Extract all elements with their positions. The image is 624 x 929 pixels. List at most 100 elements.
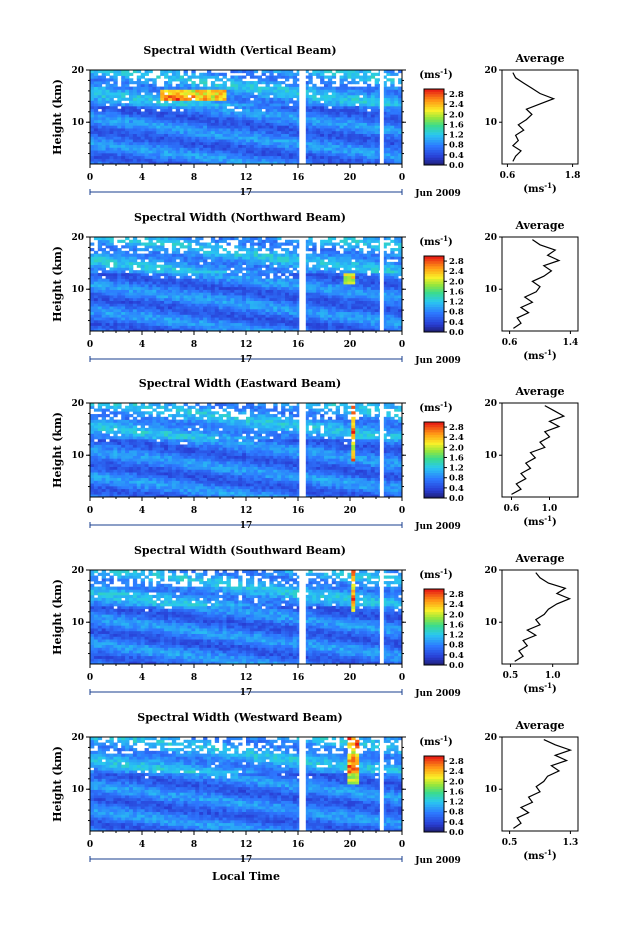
average-x-tick-label: 0.5 bbox=[503, 671, 519, 681]
colorbar-unit: (ms-1) bbox=[419, 567, 452, 581]
y-axis-label: Height (km) bbox=[51, 746, 64, 822]
panel-title: Spectral Width (Northward Beam) bbox=[134, 211, 346, 224]
average-profile-line bbox=[513, 739, 573, 829]
data-gap-2 bbox=[379, 568, 384, 664]
x-tick-label: 0 bbox=[399, 173, 405, 183]
average-title: Average bbox=[514, 719, 564, 732]
x-tick-label: 12 bbox=[240, 673, 253, 683]
average-profile-line bbox=[513, 239, 561, 329]
data-gap-2 bbox=[379, 68, 384, 164]
x-tick-label: 4 bbox=[139, 506, 145, 516]
colorbar-tick-label: 2.8 bbox=[449, 757, 464, 767]
y-tick-label: 20 bbox=[71, 66, 84, 76]
x-tick-label: 16 bbox=[292, 506, 305, 516]
x-tick-label: 0 bbox=[87, 840, 93, 850]
average-profile-line bbox=[511, 405, 566, 495]
colorbar-tick-label: 0.4 bbox=[449, 318, 464, 328]
colorbar-tick-label: 0.8 bbox=[449, 641, 464, 651]
average-y-tick-label: 20 bbox=[484, 233, 497, 243]
panel-title: Spectral Width (Westward Beam) bbox=[137, 711, 342, 724]
x-tick-label: 8 bbox=[191, 673, 197, 683]
colorbar-tick-label: 0.0 bbox=[449, 161, 464, 171]
average-y-tick-label: 10 bbox=[484, 118, 497, 128]
x-tick-label: 0 bbox=[399, 340, 405, 350]
average-x-tick-label: 0.6 bbox=[502, 338, 518, 348]
x-tick-label: 8 bbox=[191, 506, 197, 516]
date-label: Jun 2009 bbox=[414, 189, 461, 199]
x-tick-label: 4 bbox=[139, 673, 145, 683]
x-tick-label: 0 bbox=[399, 506, 405, 516]
colorbar-tick-label: 2.8 bbox=[449, 257, 464, 267]
average-title: Average bbox=[514, 385, 564, 398]
x-tick-label: 8 bbox=[191, 340, 197, 350]
data-gap-1 bbox=[299, 401, 306, 497]
colorbar-tick-label: 2.0 bbox=[449, 777, 464, 787]
x-tick-label: 20 bbox=[344, 173, 357, 183]
y-axis-label: Height (km) bbox=[51, 412, 64, 488]
average-profile-line bbox=[511, 72, 556, 162]
average-y-tick-label: 10 bbox=[484, 618, 497, 628]
colorbar-tick-label: 1.2 bbox=[449, 631, 464, 641]
average-y-tick-label: 20 bbox=[484, 733, 497, 743]
y-tick-label: 10 bbox=[71, 118, 84, 128]
average-frame bbox=[501, 402, 579, 498]
colorbar-tick-label: 2.0 bbox=[449, 610, 464, 620]
x-tick-label: 4 bbox=[139, 840, 145, 850]
x-tick-label: 0 bbox=[87, 173, 93, 183]
heatmap-cells bbox=[90, 570, 403, 665]
average-x-tick-label: 1.0 bbox=[545, 671, 561, 681]
x-tick-label: 12 bbox=[240, 840, 253, 850]
colorbar-tick-label: 0.0 bbox=[449, 494, 464, 504]
colorbar-tick-label: 0.4 bbox=[449, 151, 464, 161]
average-x-label: (ms-1) bbox=[523, 681, 556, 695]
panel-3: Spectral Width (Eastward Beam) 20 10 Height… bbox=[51, 377, 579, 532]
colorbar-tick-label: 1.6 bbox=[449, 787, 464, 797]
day-label: 17 bbox=[240, 855, 253, 865]
colorbar-tick-label: 2.0 bbox=[449, 110, 464, 120]
colorbar-tick-label: 2.4 bbox=[449, 100, 464, 110]
y-axis-label: Height (km) bbox=[51, 579, 64, 655]
colorbar-tick-label: 0.0 bbox=[449, 328, 464, 338]
average-x-tick-label: 0.6 bbox=[504, 504, 520, 514]
colorbar-tick-label: 2.4 bbox=[449, 600, 464, 610]
colorbar-tick-label: 0.8 bbox=[449, 308, 464, 318]
average-x-tick-label: 1.4 bbox=[563, 338, 579, 348]
colorbar-tick-label: 1.6 bbox=[449, 287, 464, 297]
colorbar-tick-label: 1.2 bbox=[449, 298, 464, 308]
x-tick-label: 20 bbox=[344, 340, 357, 350]
data-gap-1 bbox=[299, 568, 306, 664]
colorbar-tick-label: 2.0 bbox=[449, 277, 464, 287]
x-tick-label: 8 bbox=[191, 173, 197, 183]
colorbar-tick-label: 1.6 bbox=[449, 453, 464, 463]
colorbar-tick-label: 0.4 bbox=[449, 818, 464, 828]
heatmap-cells bbox=[90, 737, 403, 832]
colorbar-unit: (ms-1) bbox=[419, 400, 452, 414]
average-profile-line bbox=[514, 572, 572, 662]
colorbar-tick-label: 0.8 bbox=[449, 141, 464, 151]
colorbar-tick-label: 1.6 bbox=[449, 120, 464, 130]
x-tick-label: 0 bbox=[399, 673, 405, 683]
colorbar-tick-label: 2.8 bbox=[449, 90, 464, 100]
colorbar-tick-label: 2.4 bbox=[449, 433, 464, 443]
y-tick-label: 20 bbox=[71, 733, 84, 743]
colorbar-tick-label: 1.2 bbox=[449, 798, 464, 808]
panel-4: Spectral Width (Southward Beam) 20 10 Heigh… bbox=[51, 544, 579, 699]
colorbar bbox=[423, 588, 445, 666]
average-x-label: (ms-1) bbox=[523, 348, 556, 362]
colorbar bbox=[423, 755, 445, 833]
colorbar-unit: (ms-1) bbox=[419, 734, 452, 748]
panel-title: Spectral Width (Vertical Beam) bbox=[143, 44, 336, 57]
day-label: 17 bbox=[240, 688, 253, 698]
x-tick-label: 4 bbox=[139, 340, 145, 350]
data-gap-2 bbox=[379, 401, 384, 497]
y-tick-label: 20 bbox=[71, 233, 84, 243]
x-tick-label: 16 bbox=[292, 173, 305, 183]
x-tick-label: 0 bbox=[399, 840, 405, 850]
panel-5: Spectral Width (Westward Beam) 20 10 Height… bbox=[51, 711, 579, 866]
colorbar-unit: (ms-1) bbox=[419, 234, 452, 248]
x-tick-label: 16 bbox=[292, 340, 305, 350]
x-tick-label: 0 bbox=[87, 340, 93, 350]
day-label: 17 bbox=[240, 521, 253, 531]
average-y-tick-label: 20 bbox=[484, 566, 497, 576]
x-tick-label: 4 bbox=[139, 173, 145, 183]
